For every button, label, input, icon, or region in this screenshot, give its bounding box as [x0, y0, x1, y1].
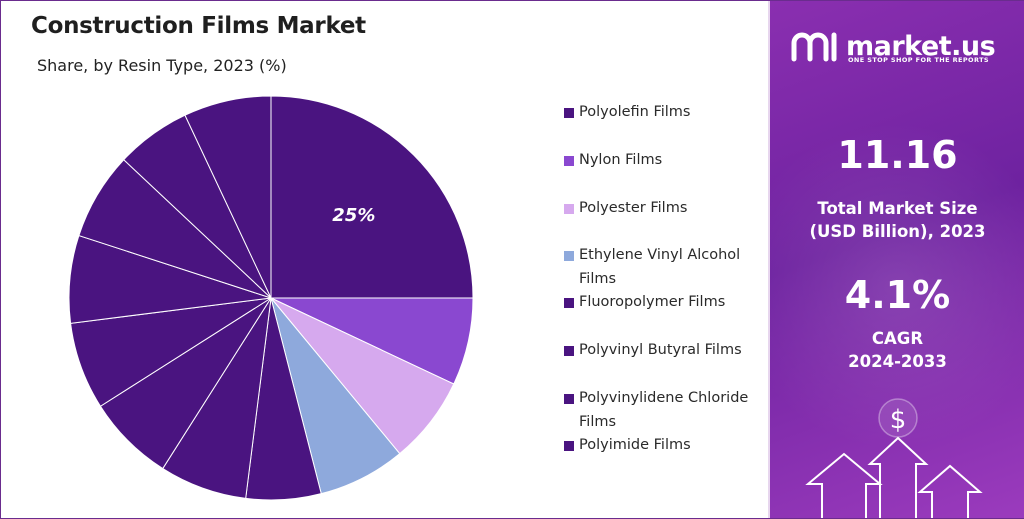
pie-slice-12: [184, 96, 272, 299]
chart-title: Construction Films Market: [31, 13, 366, 39]
legend-swatch: [564, 441, 574, 451]
legend-label: Polyvinyl Butyral Films: [579, 342, 742, 358]
legend-label: Nylon Films: [579, 152, 663, 168]
legend-item: Polyimide Films: [564, 433, 764, 457]
market-us-logo-icon: [791, 32, 837, 62]
pie-slice-1: [270, 96, 474, 299]
chart-subtitle: Share, by Resin Type, 2023 (%): [37, 56, 287, 75]
brand-logo: market.us: [788, 29, 996, 63]
legend-swatch: [564, 251, 574, 261]
market-size-label-line2: (USD Billion), 2023: [809, 222, 986, 241]
legend-item: Polyvinyl Butyral Films: [564, 338, 764, 362]
market-size-label-line1: Total Market Size: [817, 199, 978, 218]
cagr-label: CAGR 2024-2033: [770, 327, 1024, 373]
legend-item: Polyolefin Films: [564, 100, 764, 124]
market-size-number: 11.16: [837, 133, 958, 177]
cagr-label-line2: 2024-2033: [848, 352, 947, 371]
cagr-label-line1: CAGR: [871, 329, 924, 348]
legend-label: Polyester Films: [579, 200, 688, 216]
market-size-label: Total Market Size (USD Billion), 2023: [770, 197, 1024, 243]
legend-label: Polyvinylidene Chloride Films: [579, 390, 749, 430]
legend-label: Fluoropolymer Films: [579, 294, 726, 310]
legend-item: Fluoropolymer Films: [564, 290, 764, 314]
cagr-number: 4.1%: [844, 273, 951, 317]
chart-panel: Construction Films Market Share, by Resi…: [1, 1, 767, 518]
pie-data-label-1: 25%: [332, 205, 375, 226]
summary-panel: market.us ONE STOP SHOP FOR THE REPORTS …: [768, 1, 1024, 518]
pie-chart: 25%: [68, 96, 474, 501]
legend-swatch: [564, 156, 574, 166]
legend-swatch: [564, 346, 574, 356]
legend-swatch: [564, 108, 574, 118]
legend-label: Ethylene Vinyl Alcohol Films: [579, 247, 741, 287]
dollar-icon: $: [890, 405, 907, 435]
legend-item: Polyester Films: [564, 196, 764, 220]
cagr-value: 4.1%: [770, 273, 1024, 317]
legend-item: Ethylene Vinyl Alcohol Films: [564, 243, 764, 291]
legend-item: Polyvinylidene Chloride Films: [564, 386, 764, 434]
background-glow: [770, 121, 1024, 451]
brand-tagline: ONE STOP SHOP FOR THE REPORTS: [848, 56, 989, 64]
legend-label: Polyimide Films: [579, 437, 691, 453]
brand-name: market.us: [846, 30, 996, 62]
legend-swatch: [564, 394, 574, 404]
growth-arrows-icon: $: [805, 398, 983, 518]
legend-swatch: [564, 204, 574, 214]
market-size-value: 11.16: [770, 133, 1024, 177]
legend-item: Nylon Films: [564, 148, 764, 172]
legend-swatch: [564, 298, 574, 308]
legend-label: Polyolefin Films: [579, 104, 691, 120]
